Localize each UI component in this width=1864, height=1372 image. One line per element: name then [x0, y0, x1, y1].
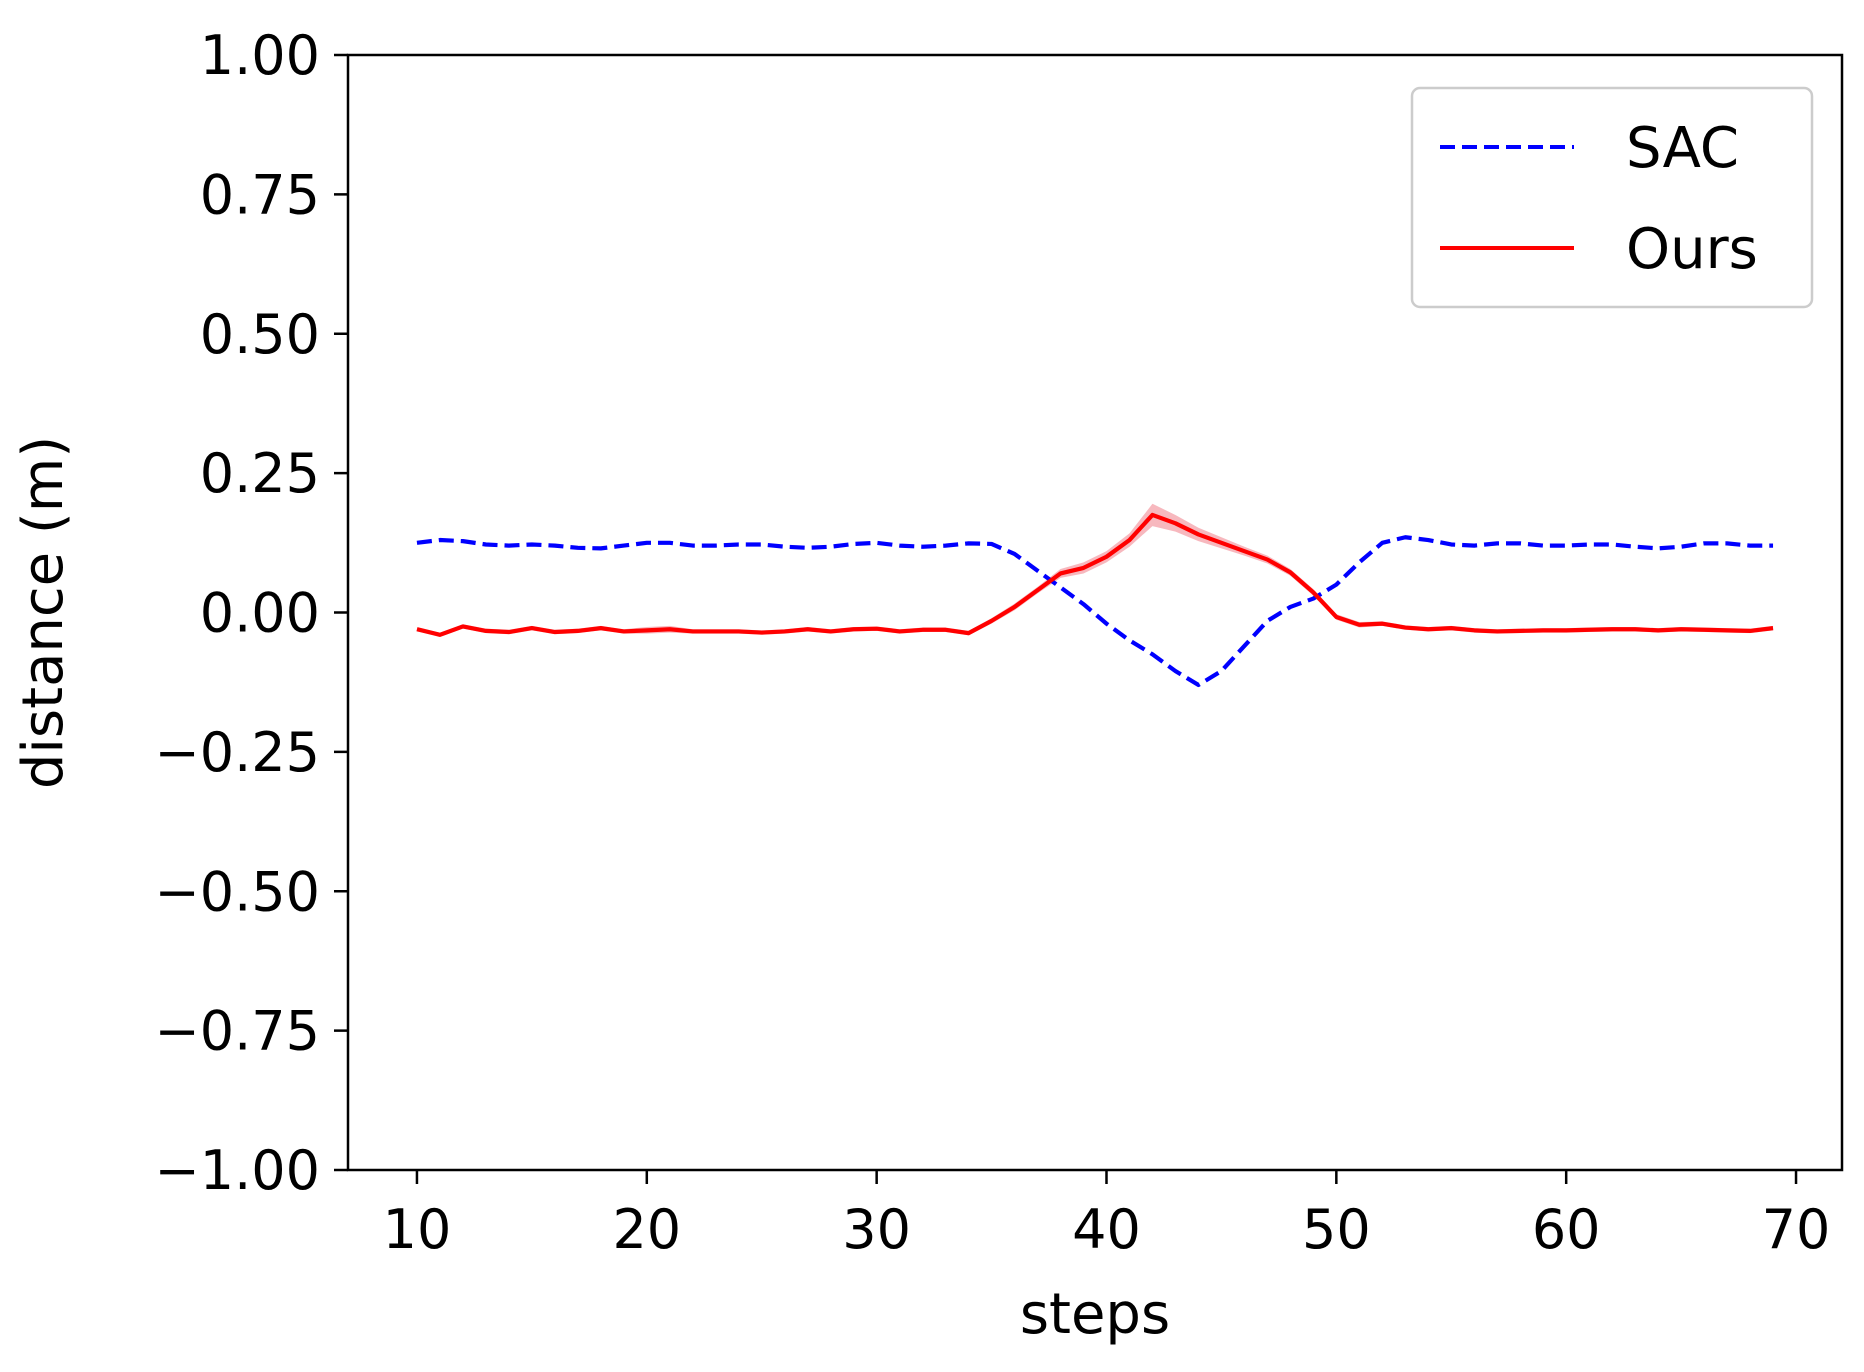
x-tick-label: 50: [1302, 1198, 1371, 1261]
y-tick-label: 0.75: [200, 163, 320, 226]
confidence-bands: [416, 503, 1774, 638]
y-tick-label: 0.50: [200, 303, 320, 366]
legend: SAC Ours: [1410, 86, 1814, 309]
x-tick-label: 70: [1762, 1198, 1831, 1261]
y-axis-ticks: −1.00 −0.75 −0.50 −0.25 0.00 0.25 0.50 0.75 1.00: [155, 24, 348, 1202]
x-tick-label: 40: [1072, 1198, 1141, 1261]
y-tick-label: −0.50: [155, 860, 320, 923]
x-tick-label: 60: [1532, 1198, 1601, 1261]
series-line-ours: [416, 512, 1774, 637]
y-tick-label: 0.00: [200, 582, 320, 645]
x-tick-label: 20: [612, 1198, 681, 1261]
legend-label-sac: SAC: [1626, 116, 1739, 181]
series-lines: [416, 512, 1774, 688]
legend-box: [1410, 86, 1814, 309]
y-axis-label: distance (m): [11, 436, 76, 789]
y-tick-label: 1.00: [200, 24, 320, 87]
y-tick-label: −0.25: [155, 721, 320, 784]
legend-label-ours: Ours: [1626, 217, 1758, 282]
x-tick-label: 30: [842, 1198, 911, 1261]
y-tick-label: 0.25: [200, 442, 320, 505]
band-ours: [416, 503, 1774, 638]
x-tick-label: 10: [383, 1198, 452, 1261]
y-tick-label: −0.75: [155, 1000, 320, 1063]
y-tick-label: −1.00: [155, 1139, 320, 1202]
series-line-sac: [416, 535, 1774, 688]
x-axis-label: steps: [1020, 1282, 1170, 1347]
x-axis-ticks: 10 20 30 40 50 60 70: [383, 1170, 1831, 1261]
